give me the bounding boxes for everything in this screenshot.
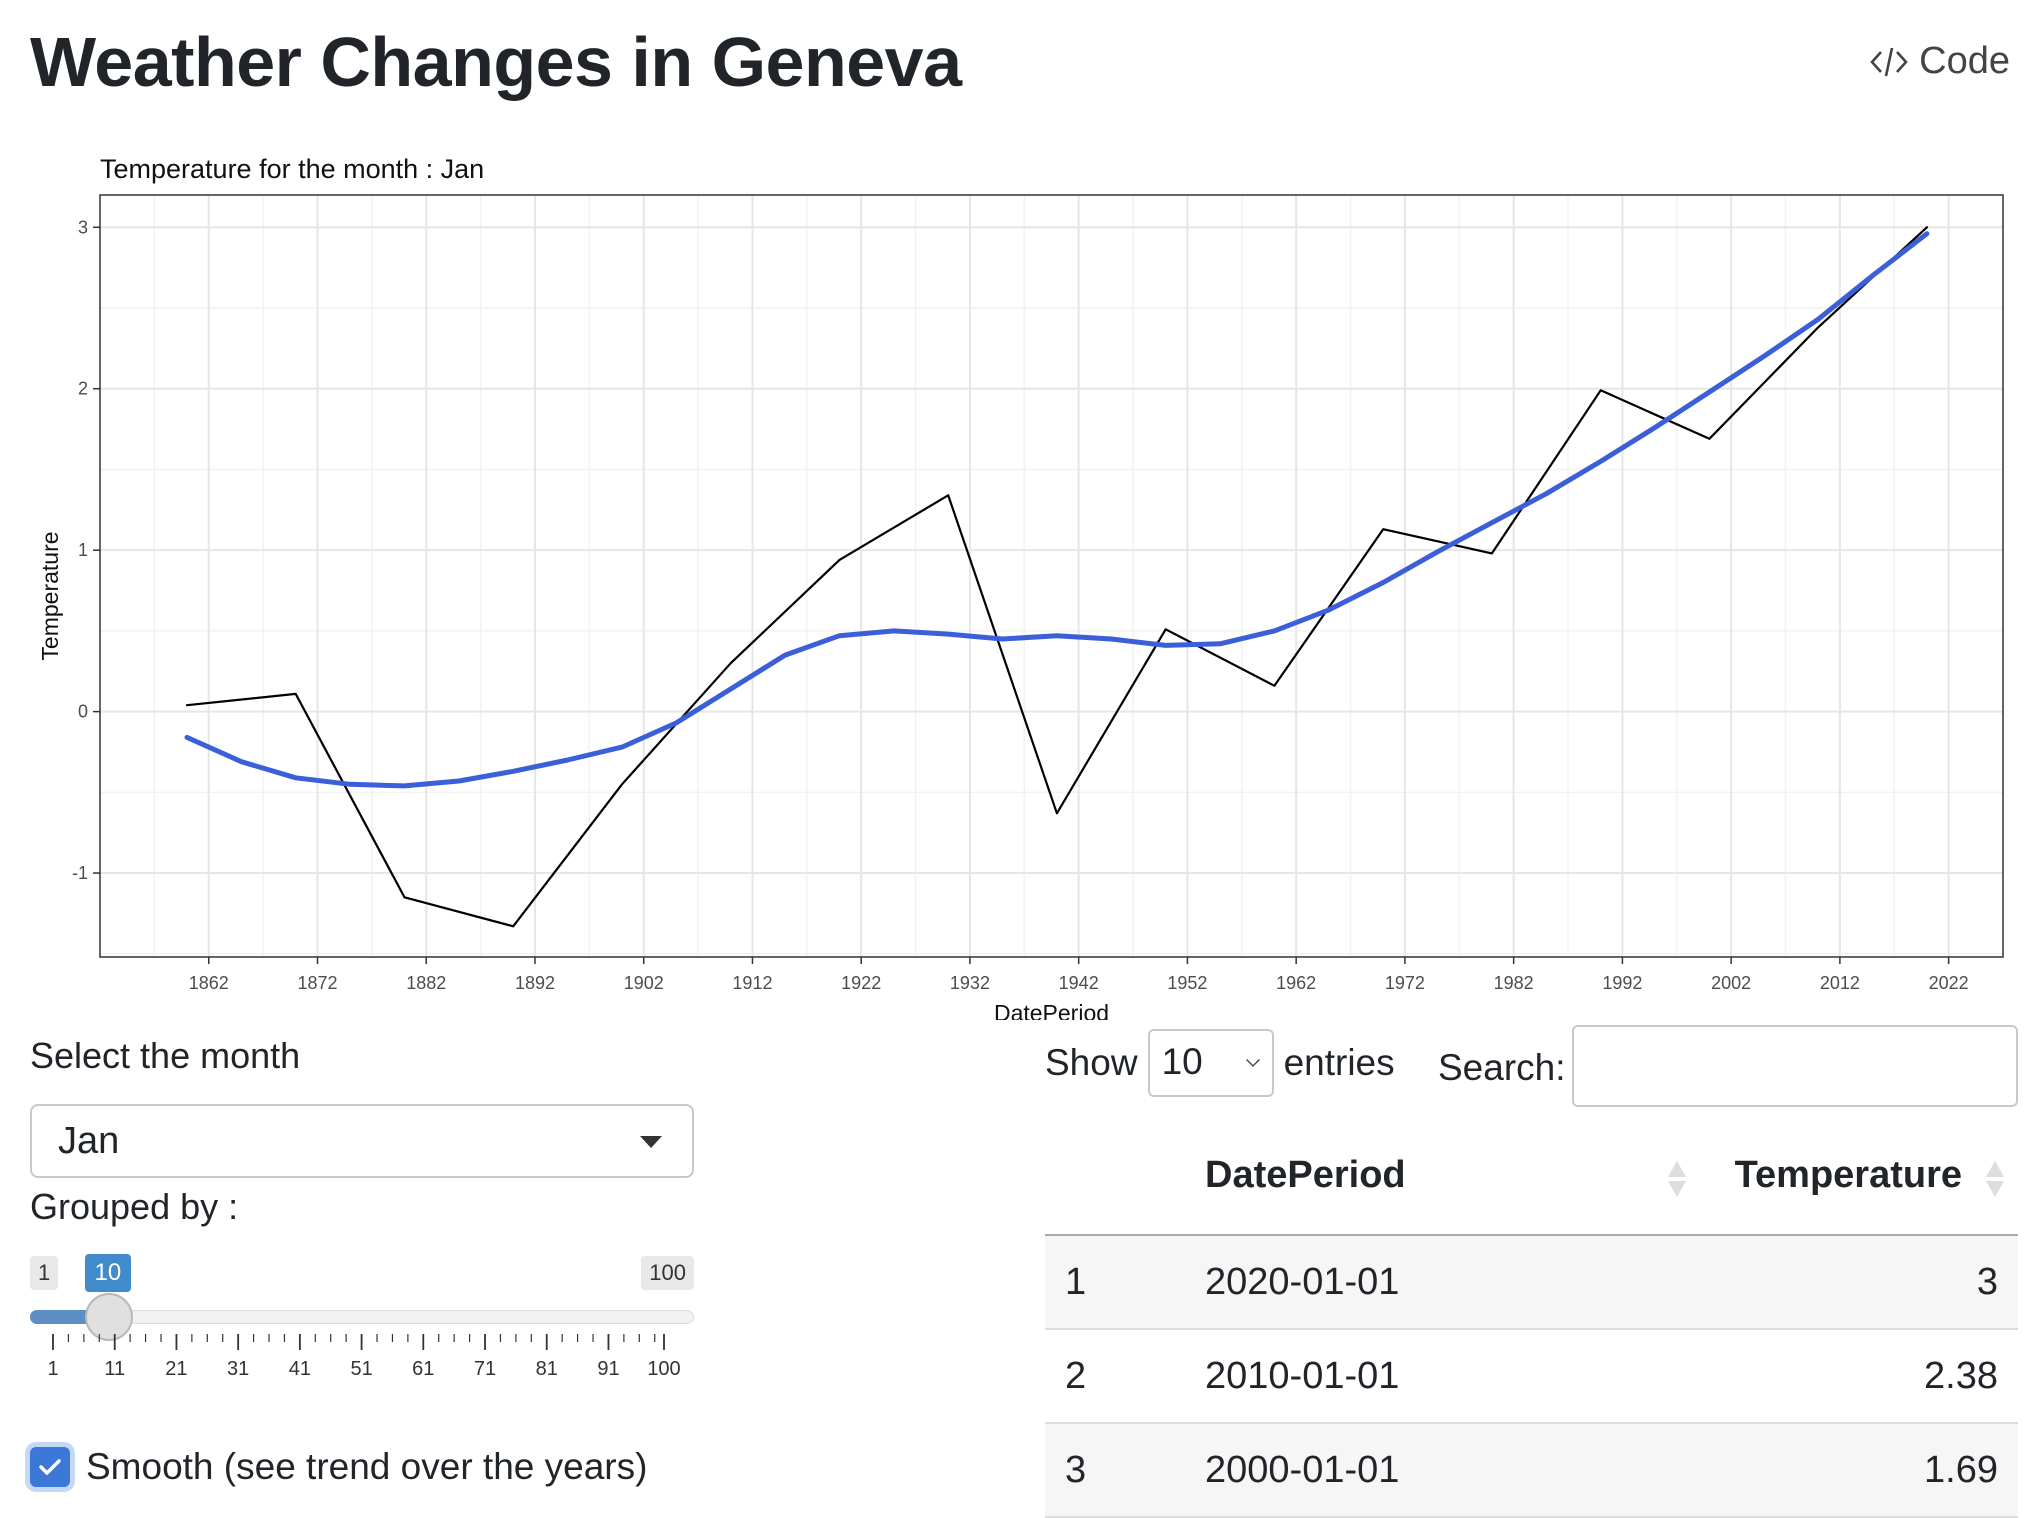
- entries-label: entries: [1283, 1042, 1395, 1083]
- x-tick-label: 1982: [1494, 973, 1534, 993]
- y-axis-label: Temperature: [37, 531, 63, 660]
- table-row[interactable]: 2 2010-01-01 2.38: [1045, 1329, 2018, 1424]
- row-temperature-cell: 3: [1553, 1235, 2018, 1330]
- x-tick-label: 1972: [1385, 973, 1425, 993]
- x-tick-label: 1892: [515, 973, 555, 993]
- slider-tick-label: 31: [227, 1358, 250, 1380]
- slider-tick-label: 100: [647, 1358, 681, 1380]
- slider-value-label: 10: [84, 1254, 132, 1292]
- chevron-down-icon: [1245, 1053, 1260, 1067]
- column-header-dateperiod[interactable]: DatePeriod: [1185, 1117, 1686, 1236]
- dropdown-caret-icon: [640, 1136, 662, 1148]
- y-tick-label: 1: [78, 540, 88, 560]
- slider-handle[interactable]: [84, 1293, 133, 1341]
- table-length-control: Show 10 entries: [1045, 1029, 1395, 1097]
- data-table: DatePeriod Temperature 1 2020-01-01 3: [1045, 1117, 2018, 1518]
- x-tick-label: 2022: [1929, 973, 1969, 993]
- slider-tick-label: 71: [473, 1358, 497, 1380]
- x-tick-label: 1952: [1167, 973, 1207, 993]
- slider-tick-label: 21: [165, 1358, 188, 1380]
- table-row[interactable]: 3 2000-01-01 1.69: [1045, 1423, 2018, 1518]
- smooth-checkbox-label: Smooth (see trend over the years): [86, 1446, 648, 1487]
- entries-select[interactable]: 10: [1147, 1029, 1274, 1097]
- smooth-checkbox[interactable]: [30, 1447, 70, 1487]
- y-tick-label: 0: [78, 702, 88, 722]
- slider-ticks: [52, 1334, 665, 1350]
- show-label: Show: [1045, 1042, 1138, 1083]
- row-temperature-cell: 1.69: [1553, 1423, 2018, 1518]
- group-by-label: Grouped by :: [30, 1186, 239, 1227]
- sort-icon: [1986, 1161, 2004, 1197]
- slider-tick-label: 1: [47, 1358, 59, 1380]
- slider-max-label: 100: [641, 1256, 694, 1290]
- code-icon: [1870, 47, 1908, 76]
- table-header-row: DatePeriod Temperature: [1045, 1117, 2018, 1236]
- smooth-checkbox-row[interactable]: Smooth (see trend over the years): [30, 1446, 647, 1488]
- x-tick-label: 2002: [1711, 973, 1751, 993]
- x-tick-label: 1902: [624, 973, 664, 993]
- slider-tick-label: 61: [412, 1358, 435, 1380]
- chart-title: Temperature for the month : Jan: [100, 154, 484, 184]
- slider-tick-label: 11: [104, 1358, 126, 1380]
- code-button-label: Code: [1919, 40, 2010, 82]
- plot-panel: [100, 195, 2003, 957]
- search-input[interactable]: [1572, 1025, 2018, 1107]
- x-tick-label: 1962: [1276, 973, 1316, 993]
- y-tick-label: 3: [78, 217, 88, 237]
- row-temperature-cell: 2.38: [1553, 1329, 2018, 1424]
- page-title: Weather Changes in Geneva: [30, 23, 962, 101]
- entries-select-value: 10: [1161, 1041, 1203, 1082]
- x-tick-label: 1912: [732, 973, 772, 993]
- column-header-index: [1045, 1117, 1185, 1236]
- slider-tick-label: 41: [288, 1358, 311, 1380]
- x-tick-label: 1922: [841, 973, 881, 993]
- month-select-value: Jan: [58, 1120, 120, 1162]
- slider-tick-label: 91: [597, 1358, 620, 1380]
- table-row[interactable]: 1 2020-01-01 3: [1045, 1235, 2018, 1330]
- slider-min-label: 1: [30, 1256, 59, 1290]
- group-by-slider[interactable]: 1 10 100 1 11 21 31 41 51 61 71 81 91 100: [30, 1250, 694, 1380]
- column-header-temperature-label: Temperature: [1734, 1154, 1962, 1196]
- x-tick-label: 1872: [297, 973, 337, 993]
- y-tick-label: 2: [78, 379, 88, 399]
- row-index-cell: 1: [1045, 1235, 1185, 1330]
- x-tick-label: 1862: [189, 973, 229, 993]
- row-dateperiod-cell: 2020-01-01: [1185, 1235, 1554, 1330]
- slider-tick-label: 51: [350, 1358, 373, 1380]
- x-tick-label: 1992: [1602, 973, 1642, 993]
- month-select[interactable]: Jan: [30, 1104, 694, 1178]
- row-index-cell: 2: [1045, 1329, 1185, 1424]
- row-dateperiod-cell: 2000-01-01: [1185, 1423, 1554, 1518]
- temperature-chart: 1862 1872 1882 1892 1902 1912 1922 1932 1942 1952…: [0, 140, 2028, 1020]
- slider-tick-label: 81: [535, 1358, 558, 1380]
- x-tick-label: 1932: [950, 973, 990, 993]
- smooth-trend-line: [184, 231, 1930, 789]
- x-tick-label: 2012: [1820, 973, 1860, 993]
- temperature-series-line: [185, 226, 1929, 928]
- column-header-temperature[interactable]: Temperature: [1553, 1117, 2018, 1236]
- search-label: Search:: [1438, 1047, 1566, 1088]
- checkmark-icon: [39, 1459, 61, 1475]
- x-tick-label: 1942: [1059, 973, 1099, 993]
- column-header-dateperiod-label: DatePeriod: [1205, 1154, 1406, 1196]
- month-select-label: Select the month: [30, 1035, 301, 1076]
- code-button[interactable]: Code: [1869, 40, 2010, 83]
- row-index-cell: 3: [1045, 1423, 1185, 1518]
- plot-border: [99, 194, 2004, 958]
- chart-svg: 1862 1872 1882 1892 1902 1912 1922 1932 1942 1952…: [37, 154, 2004, 1020]
- y-tick-label: -1: [72, 863, 88, 883]
- x-tick-label: 1882: [406, 973, 446, 993]
- x-axis-label: DatePeriod: [994, 1000, 1109, 1020]
- row-dateperiod-cell: 2010-01-01: [1185, 1329, 1554, 1424]
